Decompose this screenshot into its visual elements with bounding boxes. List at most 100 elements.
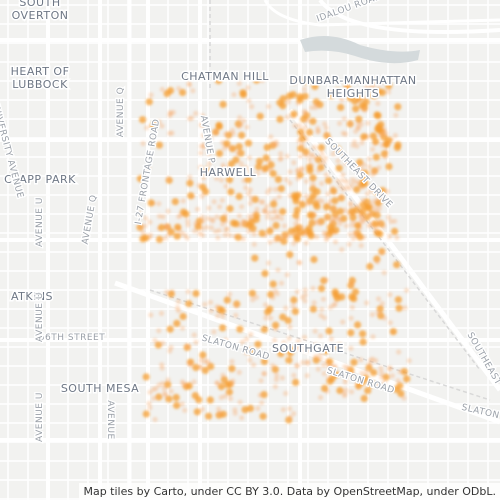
incident-dot (268, 134, 274, 140)
incident-dot (176, 85, 182, 92)
street-label: AVENUE U (35, 292, 45, 342)
incident-dot (274, 372, 280, 379)
incident-dot (291, 80, 297, 86)
incident-dot (250, 212, 256, 219)
incident-dot (343, 387, 349, 393)
incident-dot (389, 328, 397, 336)
incident-dot (138, 223, 144, 229)
incident-dot (301, 92, 309, 100)
incident-dot (291, 372, 297, 378)
incident-dot (268, 315, 274, 321)
incident-dot (292, 378, 300, 386)
incident-dot (373, 111, 381, 119)
incident-dot (270, 200, 278, 208)
incident-dot (279, 313, 287, 321)
incident-dot (194, 206, 201, 212)
incident-dot (347, 185, 353, 191)
incident-dot (352, 139, 358, 145)
incident-dot (377, 81, 383, 87)
incident-dot (279, 95, 287, 103)
incident-dot (343, 160, 349, 166)
incident-dot (292, 123, 298, 129)
highway (318, 0, 500, 34)
incident-dot (218, 307, 226, 315)
incident-dot (327, 199, 333, 205)
incident-dot (332, 370, 340, 379)
incident-dot (229, 359, 235, 365)
incident-dot (142, 234, 150, 242)
incident-dot (206, 205, 212, 211)
incident-dot (338, 194, 344, 200)
incident-dot (192, 228, 198, 234)
incident-dot (321, 371, 327, 377)
incident-dot (215, 313, 221, 319)
incident-dot (264, 308, 272, 316)
incident-dot (253, 294, 260, 300)
incident-dot (166, 176, 172, 182)
incident-dot (243, 185, 249, 191)
incident-dot (146, 400, 152, 406)
incident-dot (166, 87, 175, 95)
incident-dot (284, 233, 291, 239)
incident-dot (262, 302, 269, 308)
incident-dot (199, 193, 205, 199)
incident-dot (284, 114, 290, 120)
incident-dot (343, 223, 349, 229)
incident-dot (392, 132, 398, 139)
incident-dot (379, 301, 385, 307)
incident-dot (262, 208, 268, 214)
incident-dot (354, 321, 362, 329)
incident-dot (284, 316, 292, 325)
incident-dot (266, 103, 272, 110)
incident-dot (323, 125, 329, 131)
incident-dot (391, 227, 399, 235)
incident-dot (327, 363, 333, 369)
incident-dot (321, 121, 328, 127)
incident-dot (215, 149, 224, 158)
incident-dot (374, 259, 380, 265)
incident-dot (384, 188, 390, 195)
incident-dot (236, 325, 244, 333)
incident-dot (219, 221, 226, 227)
incident-dot (366, 76, 374, 84)
incident-dot (257, 392, 263, 398)
incident-dot (311, 82, 319, 90)
incident-dot (227, 291, 233, 297)
incident-dot (349, 213, 357, 221)
incident-dot (239, 165, 245, 171)
incident-dot (286, 251, 294, 259)
incident-dot (296, 123, 302, 129)
incident-dot (321, 384, 329, 392)
incident-dot (260, 325, 268, 333)
incident-dot (220, 313, 226, 319)
incident-dot (292, 226, 300, 234)
incident-dot (270, 216, 276, 222)
incident-dot (205, 215, 211, 221)
incident-dot (303, 348, 309, 354)
incident-dot (208, 225, 215, 231)
incident-dot (155, 235, 164, 243)
incident-dot (368, 380, 376, 388)
incident-dot (335, 178, 341, 184)
incident-dot (355, 115, 363, 123)
incident-dot (246, 155, 253, 161)
incident-dot (395, 304, 403, 312)
incident-dot (372, 137, 380, 146)
incident-dot (359, 175, 368, 184)
incident-dot (266, 210, 272, 216)
incident-dot (372, 153, 380, 161)
incident-dot (192, 289, 200, 298)
incident-dot (294, 362, 300, 368)
incident-dot (342, 375, 348, 382)
incident-dot (309, 105, 315, 111)
incident-dot (302, 124, 308, 130)
incident-dot (294, 191, 302, 200)
incident-dot (197, 164, 203, 170)
incident-dot (355, 124, 361, 131)
incident-dot (203, 224, 210, 230)
incident-dot (304, 373, 310, 379)
incident-dot (317, 333, 324, 339)
incident-dot (315, 168, 321, 174)
incident-dot (348, 207, 356, 216)
incident-dot (314, 102, 320, 108)
